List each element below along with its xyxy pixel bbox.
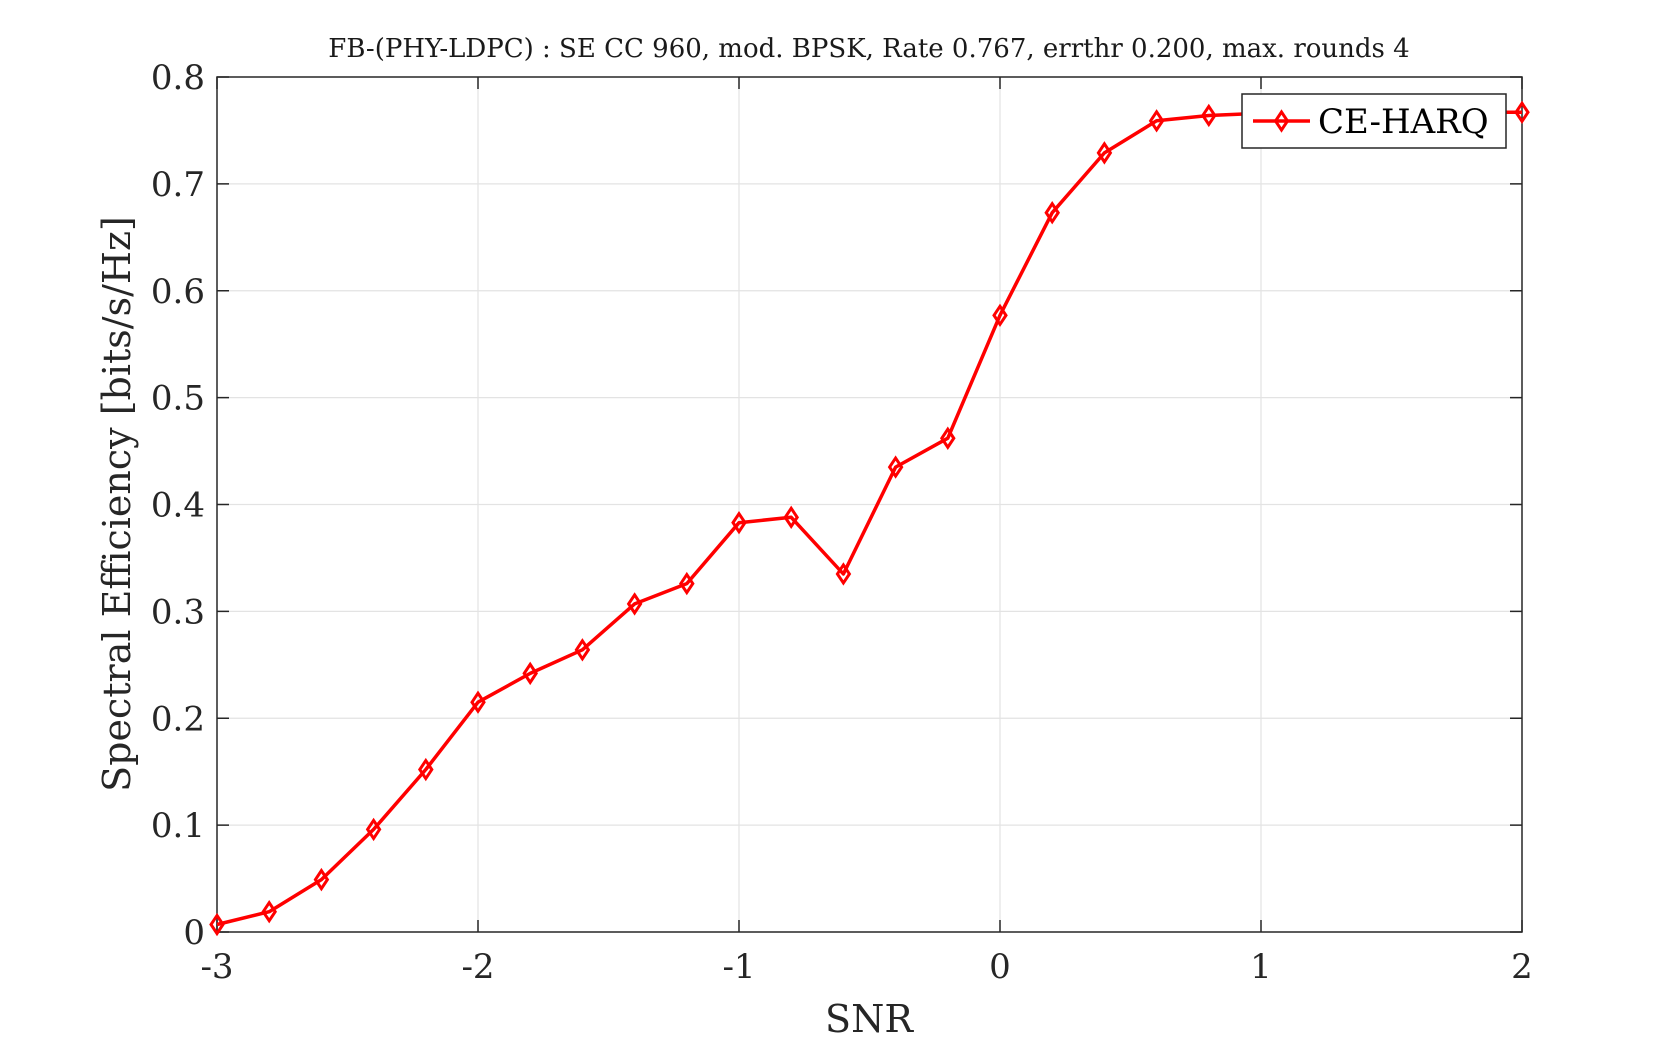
data-point-marker — [887, 455, 904, 479]
data-point-marker — [678, 571, 695, 596]
data-point-marker — [1044, 201, 1061, 225]
data-point-marker — [365, 817, 382, 842]
y-tick-label: 0.5 — [151, 379, 205, 419]
y-tick-label: 0.7 — [151, 165, 205, 205]
y-tick-label: 0.6 — [151, 272, 205, 312]
y-axis-label: Spectral Efficiency [bits/s/Hz] — [95, 216, 139, 792]
data-point-marker — [1514, 100, 1530, 124]
data-point-marker — [1148, 109, 1165, 133]
legend-label-ce-harq: CE-HARQ — [1318, 102, 1489, 142]
data-point-marker — [731, 510, 747, 535]
x-tick-label: 2 — [1511, 947, 1533, 987]
data-point-marker — [522, 661, 539, 686]
chart-title: FB-(PHY-LDPC) : SE CC 960, mod. BPSK, Ra… — [328, 34, 1409, 64]
legend: CE-HARQ — [1241, 93, 1507, 149]
y-tick-label: 0.3 — [151, 592, 205, 632]
data-point-marker — [417, 757, 434, 782]
x-tick-label: 1 — [1250, 947, 1272, 987]
data-point-marker — [1096, 141, 1113, 165]
data-point-marker — [470, 690, 486, 714]
data-point-marker — [1200, 103, 1217, 128]
y-tick-label: 0 — [183, 913, 205, 953]
x-tick-label: -3 — [200, 947, 233, 987]
x-tick-label: 0 — [989, 947, 1011, 987]
grid — [217, 77, 1522, 932]
legend-diamond-marker — [1273, 109, 1290, 133]
data-point-marker — [783, 505, 800, 530]
data-point-marker — [992, 303, 1008, 328]
y-tick-label: 0.8 — [151, 58, 205, 98]
y-tick-label: 0.2 — [151, 699, 205, 739]
y-tick-label: 0.4 — [151, 486, 205, 526]
y-tick-label: 0.1 — [151, 806, 205, 846]
x-tick-label: -2 — [461, 947, 494, 987]
data-point-marker — [835, 562, 852, 586]
data-point-marker — [939, 426, 956, 450]
data-point-marker — [313, 867, 330, 892]
data-point-marker — [209, 912, 225, 937]
x-tick-label: -1 — [722, 947, 755, 987]
data-point-marker — [626, 592, 643, 616]
x-axis-label: SNR — [825, 997, 914, 1041]
data-point-marker — [261, 899, 278, 924]
data-point-marker — [574, 638, 591, 662]
